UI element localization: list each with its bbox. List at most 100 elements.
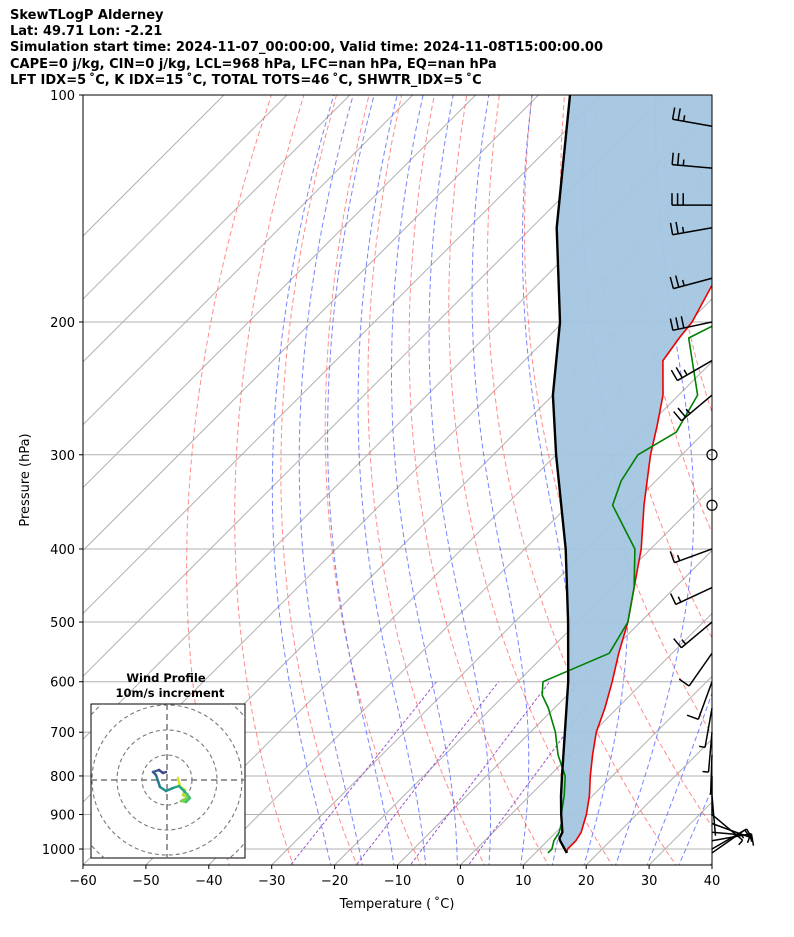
moist-adiabat-line [298,95,363,865]
y-tick-label: 700 [50,726,75,741]
isotherm-line [271,423,712,865]
wind-barb-half-flag [682,159,685,166]
y-tick-label: 100 [50,89,75,104]
wind-barb-flag [669,222,674,235]
wind-barb-staff [680,621,713,649]
isotherm-line [83,95,602,615]
dry-adiabat-line [234,95,305,865]
wind-barb-half-flag [681,639,687,645]
wind-barb-flag [680,316,685,329]
moist-adiabat-line [709,860,712,865]
wind-barb-flag [669,276,675,289]
temperature-profile-line [566,284,712,854]
x-tick-label: −40 [195,874,222,889]
isotherm-line [522,675,712,865]
dry-adiabat-line [523,95,712,828]
dry-adiabat-line [408,95,549,865]
wind-barb-staff [676,359,713,382]
wind-barb-half-flag [738,839,744,846]
mixing-ratio-line [355,681,499,865]
dry-adiabat-line [628,95,712,534]
y-tick-label: 200 [50,316,75,331]
hodograph-trace [151,768,192,804]
isotherm-line [83,95,665,678]
y-tick-label: 400 [50,543,75,558]
wind-barb [678,652,713,687]
wind-barb-staff [711,813,744,841]
moist-adiabat-line [357,95,427,865]
parcel-profile-line [551,95,572,854]
wind-barb [669,221,713,236]
dry-adiabat-line [760,95,794,868]
inset-title: Wind Profile [126,671,206,685]
x-tick-label: 30 [641,874,658,889]
hodograph-segment [161,770,168,775]
isotherm-line [83,95,476,489]
y-tick-label: 500 [50,616,75,631]
wind-barb [671,107,713,127]
wind-barb-flag [670,369,679,381]
wind-barb-staff [675,586,713,606]
wind-barb [669,586,713,606]
shaded-area [552,95,712,853]
wind-barb [699,707,713,749]
moist-adiabat-line [391,95,458,865]
wind-barb-flag [671,152,674,165]
y-tick-label: 800 [50,770,75,785]
wind-barb [686,681,713,721]
x-tick-label: −50 [132,874,159,889]
wind-barb-staff [697,681,713,720]
isotherm-line [83,95,225,237]
wind-barb [670,359,713,382]
wind-barb-flag [675,221,679,234]
dry-adiabat-line [367,95,486,865]
wind-barb-calm [706,449,718,461]
hodograph-segment [164,786,175,793]
inset-subtitle: 10m/s increment [116,686,225,700]
mixing-ratio-line [289,681,437,865]
x-tick-label: 40 [704,874,721,889]
moist-adiabat-line [522,95,575,865]
moist-adiabat-line [646,691,712,865]
wind-barb-flag [669,318,674,331]
wind-barb [711,813,744,846]
wind-barb-flag [677,108,681,121]
wind-barb-staff [709,754,713,795]
x-tick-label: −30 [258,874,285,889]
x-tick-label: 10 [515,874,532,889]
wind-barb-half-flag [681,279,685,286]
y-axis-label: Pressure (hPa) [18,433,33,526]
isotherm-line [145,298,712,865]
wind-barb [669,316,713,332]
wind-barb [673,621,713,649]
hodograph-segment [183,790,192,800]
moist-adiabat-line [271,95,335,865]
dry-adiabat-line [280,95,358,865]
wind-barb-half-flag [683,369,688,376]
wind-barb-staff [674,548,713,564]
dry-adiabat-line [448,95,613,865]
isotherm-line [397,549,712,865]
wind-barb [702,732,713,773]
wind-barb-staff [672,163,713,169]
dry-adiabat-line [727,95,794,868]
x-tick-label: 0 [456,874,464,889]
wind-barb-flag [673,411,682,422]
wind-barb-staff [711,828,748,850]
isotherm-line [83,95,539,552]
chart-title-cape-info: CAPE=0 j/kg, CIN=0 j/kg, LCL=968 hPa, LF… [10,56,497,72]
isotherm-line [711,864,712,865]
wind-barb [673,394,713,422]
moist-adiabat-line [428,95,491,865]
wind-barb-staff [673,277,713,290]
wind-barb-flag [671,107,676,120]
dry-adiabat-line [661,95,712,415]
chart-title-location: Lat: 49.71 Lon: -2.21 [10,24,163,40]
x-tick-label: 20 [578,874,595,889]
y-tick-label: 300 [50,449,75,464]
y-tick-label: 600 [50,676,75,691]
wind-barb-half-flag [746,836,751,844]
wind-barb-half-flag [750,835,753,842]
wind-barb-flag [677,407,687,418]
